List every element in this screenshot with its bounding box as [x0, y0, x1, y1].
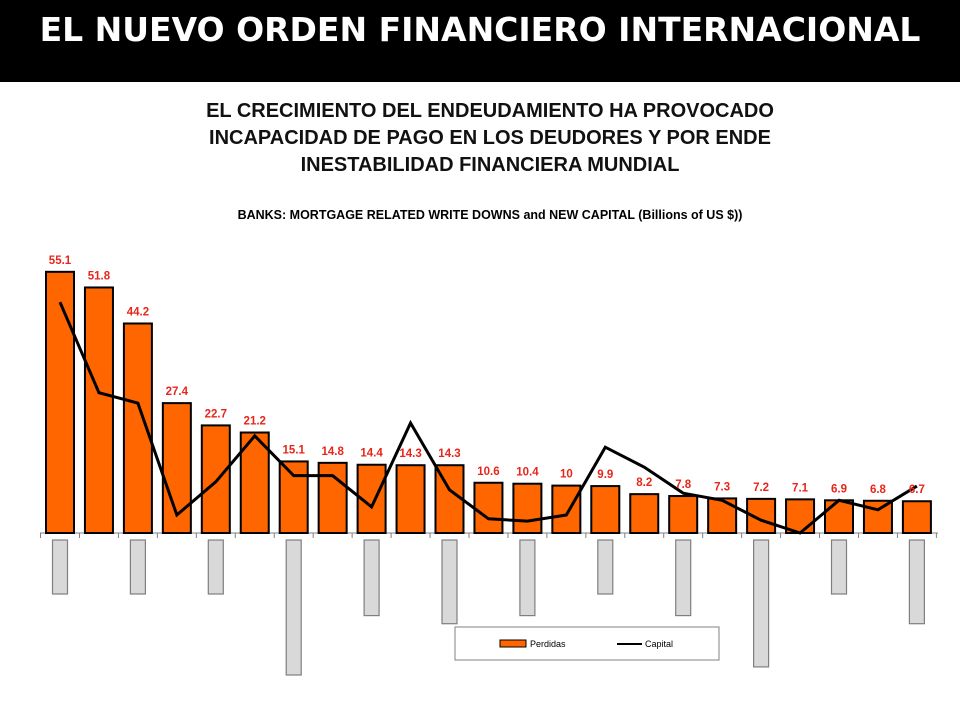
bar-9	[395, 464, 426, 534]
bar-11	[473, 481, 504, 535]
data-label-16: 7.8	[675, 479, 692, 491]
data-label-2: 44.2	[127, 306, 149, 318]
data-label-9: 14.3	[399, 448, 421, 460]
data-label-11: 10.6	[477, 466, 499, 478]
capital-line-group	[58, 301, 918, 535]
legend-swatch-perdidas	[499, 639, 527, 648]
lower-bar-2	[207, 539, 224, 595]
lower-bar-0	[51, 539, 69, 595]
data-label-4: 22.7	[205, 408, 227, 420]
data-label-21: 6.8	[870, 484, 887, 496]
lower-bar-6	[519, 539, 536, 617]
bar-12	[512, 482, 543, 535]
bar-3	[161, 402, 192, 534]
data-label-5: 21.2	[244, 416, 266, 428]
lower-bar-1	[129, 539, 146, 595]
capital-line	[58, 301, 918, 535]
bar-5	[239, 431, 270, 534]
legend: Perdidas Capital	[454, 626, 720, 661]
data-label-8: 14.4	[360, 448, 383, 460]
data-label-14: 9.9	[597, 469, 613, 481]
bar-20	[824, 499, 854, 535]
data-labels-group: 55.1 51.8 44.2 27.4 22.7 21.2 15.1 14.8 14.4 14.3…	[49, 255, 925, 496]
subtitle-line-1: EL CRECIMIENTO DEL ENDEUDAMIENTO HA PROV…	[206, 100, 774, 122]
data-label-3: 27.4	[166, 386, 189, 398]
bar-17	[707, 497, 738, 535]
lower-bar-10	[830, 539, 848, 595]
data-label-22: 6.7	[909, 484, 925, 496]
bar-22	[901, 500, 932, 535]
legend-label-capital: Capital	[645, 639, 673, 649]
page-title: EL NUEVO ORDEN FINANCIERO INTERNACIONAL	[39, 10, 921, 49]
lower-bar-11	[908, 539, 926, 625]
bar-21	[862, 499, 893, 535]
data-label-7: 14.8	[321, 446, 344, 458]
data-label-20: 6.9	[831, 483, 847, 495]
bars-group	[45, 270, 932, 535]
lower-bar-8	[675, 539, 692, 617]
bar-19	[785, 498, 816, 535]
subtitle-line-3: INESTABILIDAD FINANCIERA MUNDIAL	[300, 154, 680, 176]
bar-15	[629, 493, 660, 534]
data-label-0: 55.1	[49, 255, 72, 267]
header-bar: EL NUEVO ORDEN FINANCIERO INTERNACIONAL	[0, 0, 960, 82]
lower-bar-7	[597, 539, 614, 595]
data-label-17: 7.3	[714, 481, 730, 493]
data-label-1: 51.8	[88, 270, 111, 282]
bar-14	[590, 485, 621, 535]
bar-4	[200, 424, 231, 535]
legend-label-perdidas: Perdidas	[530, 639, 566, 649]
data-label-6: 15.1	[283, 444, 306, 456]
data-label-19: 7.1	[792, 482, 809, 494]
lower-bar-4	[363, 539, 380, 617]
data-label-18: 7.2	[753, 482, 769, 494]
lower-bar-9	[752, 539, 770, 668]
slide-subtitle: EL CRECIMIENTO DEL ENDEUDAMIENTO HA PROV…	[60, 98, 920, 179]
lower-bar-3	[285, 539, 302, 676]
data-label-13: 10	[560, 469, 573, 481]
data-label-12: 10.4	[516, 467, 539, 479]
bar-1	[83, 286, 114, 534]
legend-box	[454, 626, 720, 661]
bar-7	[317, 461, 348, 534]
lower-bars-group	[51, 539, 926, 676]
data-label-10: 14.3	[438, 448, 460, 460]
subtitle-line-2: INCAPACIDAD DE PAGO EN LOS DEUDORES Y PO…	[209, 127, 771, 149]
bar-13	[551, 484, 582, 535]
lower-bar-5	[441, 539, 458, 625]
bar-16	[668, 495, 699, 535]
data-label-15: 8.2	[636, 477, 652, 489]
bar-0	[45, 270, 75, 534]
bar-6	[278, 460, 309, 534]
chart-title: BANKS: MORTGAGE RELATED WRITE DOWNS and …	[237, 208, 743, 222]
